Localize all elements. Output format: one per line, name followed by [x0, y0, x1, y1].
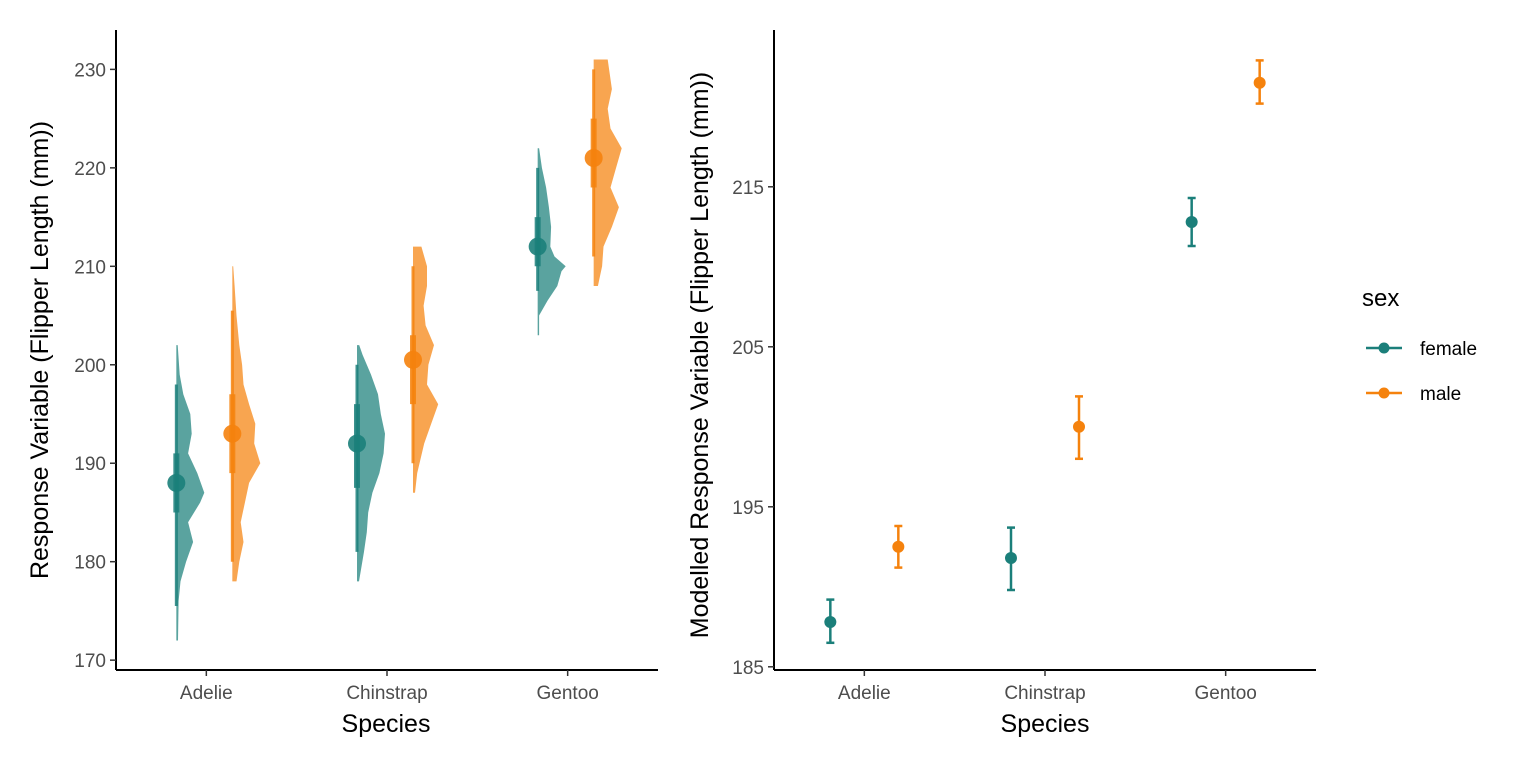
- legend-item-female: female: [1366, 339, 1477, 360]
- legend-key-dot: [1378, 387, 1390, 399]
- point-male-adelie: [892, 540, 905, 553]
- x-tick-label: Chinstrap: [346, 683, 427, 704]
- violin-female-chinstrap: [357, 345, 385, 582]
- median-point: [528, 237, 547, 256]
- violin-marks: [167, 59, 622, 641]
- errorbar-marks: [824, 59, 1266, 645]
- violin-male-chinstrap: [413, 246, 439, 493]
- y-axis-title: Modelled Response Variable (Flipper Leng…: [686, 72, 714, 638]
- y-tick-label: 210: [74, 257, 106, 278]
- point-male-gentoo: [1253, 76, 1266, 89]
- legend-title: sex: [1362, 285, 1399, 312]
- x-axis-title: Species: [1001, 710, 1090, 738]
- legend: sex female male: [1362, 285, 1477, 405]
- y-axis-title: Response Variable (Flipper Length (mm)): [26, 121, 54, 579]
- median-point: [348, 434, 366, 453]
- x-tick-label: Chinstrap: [1004, 683, 1085, 704]
- x-tick-label: Adelie: [180, 683, 233, 704]
- point-female-gentoo: [1185, 216, 1198, 228]
- y-tick-label: 200: [74, 356, 106, 377]
- y-tick-label: 195: [732, 498, 764, 519]
- point-female-chinstrap: [1005, 552, 1017, 564]
- legend-item-male: male: [1366, 384, 1461, 405]
- point-male-chinstrap: [1073, 420, 1085, 433]
- y-ticks: 185 195 205 215: [732, 178, 774, 679]
- x-tick-label: Adelie: [838, 683, 891, 704]
- y-tick-label: 230: [74, 60, 106, 81]
- x-ticks: Adelie Chinstrap Gentoo: [838, 670, 1257, 704]
- y-tick-label: 205: [732, 338, 764, 359]
- violin-male-adelie: [232, 266, 261, 582]
- x-axis-title: Species: [342, 710, 431, 738]
- y-tick-label: 215: [732, 178, 764, 199]
- y-tick-label: 185: [732, 658, 764, 679]
- median-point: [223, 424, 242, 443]
- median-point: [404, 350, 422, 369]
- x-tick-label: Gentoo: [1195, 683, 1257, 704]
- y-tick-label: 170: [74, 651, 106, 672]
- y-tick-label: 220: [74, 159, 106, 180]
- panel-errorbar: 185 195 205 215 Adelie Chinstrap Gentoo Speci…: [686, 30, 1316, 738]
- panel-violin: 170 180 190 200 210 220 230 Adelie Chinstrap Gen…: [26, 30, 658, 738]
- x-tick-label: Gentoo: [537, 683, 599, 704]
- violin-female-gentoo: [537, 148, 566, 336]
- y-tick-label: 190: [74, 454, 106, 475]
- x-ticks: Adelie Chinstrap Gentoo: [180, 670, 599, 704]
- legend-key-dot: [1378, 342, 1390, 354]
- legend-label: female: [1420, 339, 1477, 360]
- median-point: [167, 473, 186, 492]
- y-ticks: 170 180 190 200 210 220 230: [74, 60, 116, 672]
- y-tick-label: 180: [74, 553, 106, 574]
- violin-male-gentoo: [593, 59, 622, 286]
- violin-female-adelie: [176, 345, 205, 641]
- median-point: [584, 149, 603, 167]
- legend-label: male: [1420, 384, 1461, 405]
- point-female-adelie: [824, 616, 837, 628]
